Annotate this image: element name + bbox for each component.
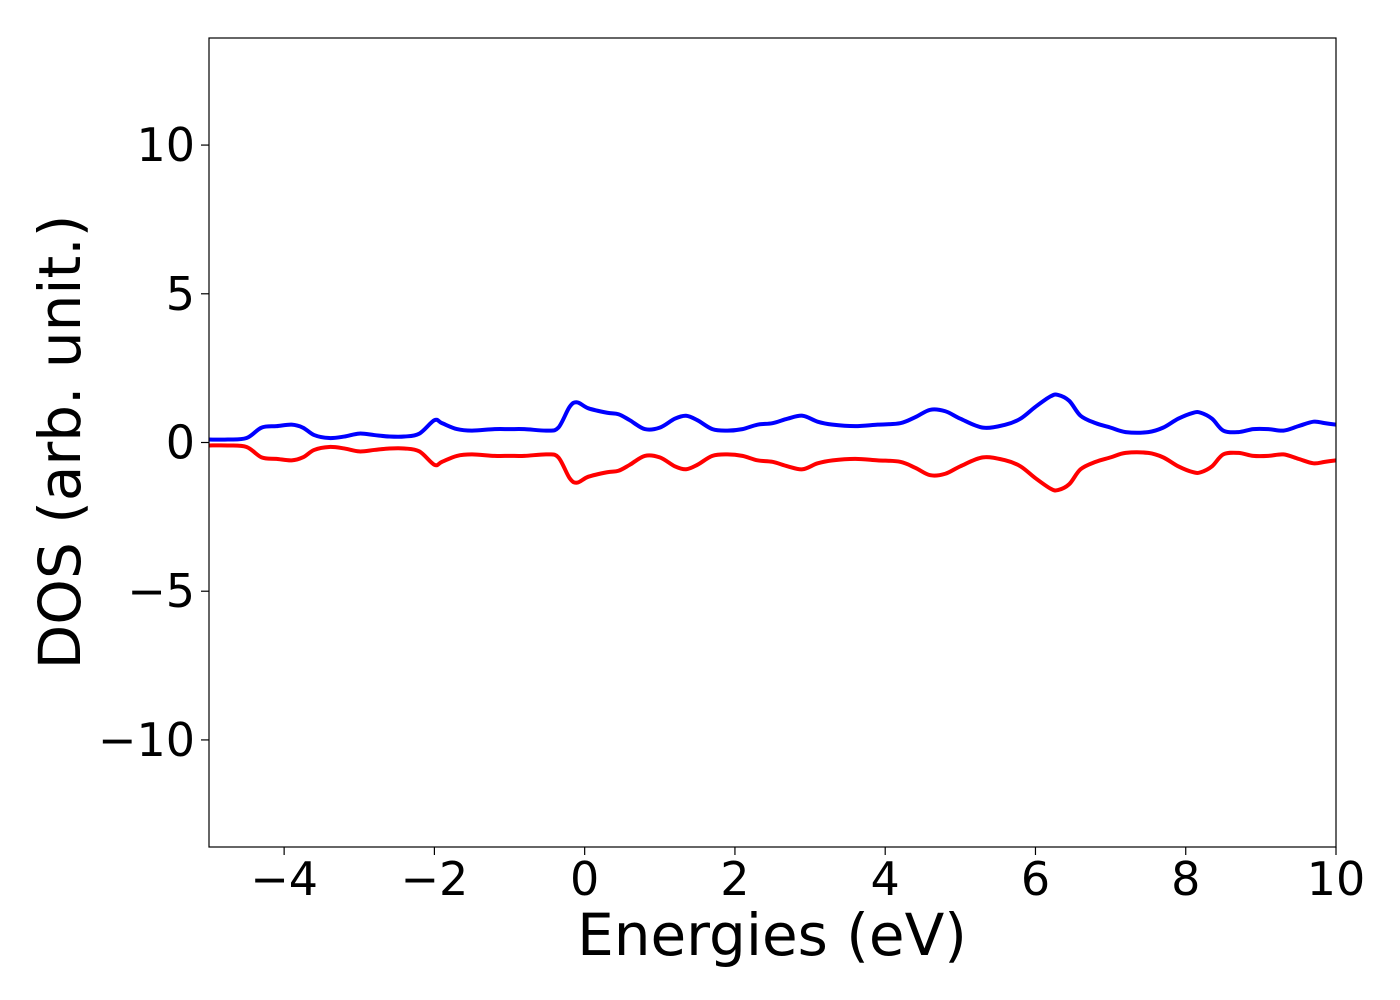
series-line-blue (209, 392, 1336, 442)
x-tick-label: 6 (1021, 852, 1050, 906)
x-tick-label: 10 (1307, 852, 1366, 906)
x-tick-label: −2 (400, 852, 468, 906)
x-tick-label: −4 (250, 852, 318, 906)
y-tick-label: 5 (166, 267, 195, 321)
series-line-red (209, 443, 1336, 493)
x-tick-label: 4 (871, 852, 900, 906)
x-tick-label: 0 (570, 852, 599, 906)
x-axis-label: Energies (eV) (577, 901, 967, 969)
x-tick-label: 2 (720, 852, 749, 906)
y-tick-label: 0 (166, 416, 195, 470)
x-axis-ticks: −4 −2 0 2 4 6 8 10 (250, 847, 1365, 906)
y-axis-label: DOS (arb. unit.) (26, 215, 94, 670)
x-tick-label: 8 (1171, 852, 1200, 906)
y-axis-ticks: −10 −5 0 5 10 (98, 118, 209, 767)
y-tick-label: −10 (98, 713, 195, 767)
y-tick-label: −5 (127, 564, 195, 618)
y-tick-label: 10 (136, 118, 195, 172)
